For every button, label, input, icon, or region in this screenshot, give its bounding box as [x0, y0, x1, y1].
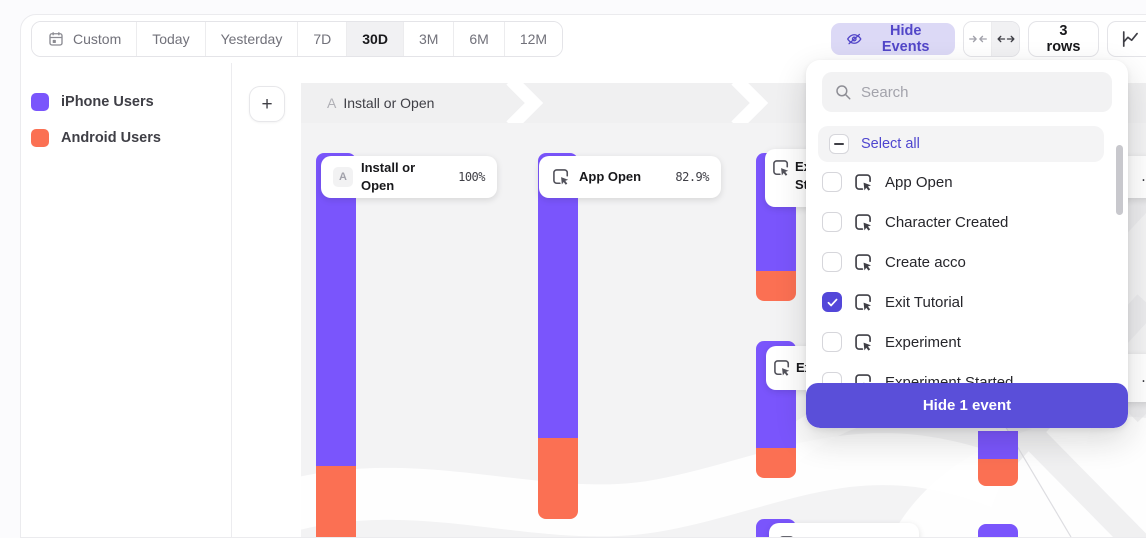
funnel-bar-step1[interactable]: [316, 153, 356, 537]
legend: iPhone Users Android Users: [21, 63, 231, 537]
line-chart-icon: [1120, 29, 1140, 49]
event-icon: [853, 292, 874, 313]
event-option-row[interactable]: Experiment: [806, 322, 1128, 362]
legend-label: iPhone Users: [61, 94, 154, 110]
dropdown-scrollbar[interactable]: [1116, 145, 1123, 215]
event-label: Exit Tutorial: [885, 294, 963, 311]
event-icon: [771, 158, 791, 178]
eye-off-icon: [846, 29, 862, 49]
step-card-row3[interactable]: [769, 523, 919, 537]
event-label: Character Created: [885, 214, 1008, 231]
step-conversion: .7%: [1140, 170, 1146, 184]
step-name: Install or Open: [361, 159, 450, 194]
check-icon: [826, 296, 839, 309]
legend-label: Android Users: [61, 130, 161, 146]
iphone-color-swatch: [31, 93, 49, 111]
expand-arrows-icon: [997, 33, 1015, 45]
date-range-option[interactable]: 3M: [404, 22, 454, 56]
search-icon: [834, 83, 852, 101]
search-input[interactable]: [861, 84, 1100, 101]
event-label: Create acco: [885, 254, 966, 271]
collapse-arrows-icon: [969, 33, 987, 45]
rows-count-button[interactable]: 3 rows: [1028, 21, 1099, 57]
event-option-row[interactable]: App Open: [806, 162, 1128, 202]
legend-item-android: Android Users: [31, 127, 231, 149]
event-icon: [853, 252, 874, 273]
step-conversion: .7%: [1140, 371, 1146, 385]
date-range-option[interactable]: 6M: [454, 22, 504, 56]
event-checkbox[interactable]: [822, 212, 842, 232]
funnel-bar-step4-row3[interactable]: [978, 524, 1018, 537]
event-option-row[interactable]: Character Created: [806, 202, 1128, 242]
step-band-label: A Install or Open: [327, 83, 434, 123]
toolbar-right: Hide Events 3 rows U: [831, 21, 1146, 57]
funnel-bar-step4-row2[interactable]: [978, 431, 1018, 486]
event-option-row[interactable]: Exit Tutorial: [806, 282, 1128, 322]
hide-event-action-button[interactable]: Hide 1 event: [806, 383, 1128, 428]
select-all-checkbox[interactable]: [829, 134, 849, 154]
date-range-option[interactable]: Today: [137, 22, 205, 56]
event-list: App Open Character Created: [806, 162, 1128, 402]
event-icon: [853, 212, 874, 233]
legend-item-iphone: iPhone Users: [31, 91, 231, 113]
collapse-columns-button[interactable]: [964, 22, 992, 56]
step-card-app-open[interactable]: App Open 82.9%: [539, 156, 721, 198]
date-range-control: Custom Today: [31, 21, 563, 57]
event-option-row[interactable]: Create acco: [806, 242, 1128, 282]
event-icon: [772, 358, 792, 378]
date-range-option[interactable]: 30D: [347, 22, 404, 56]
date-range-option[interactable]: Yesterday: [206, 22, 299, 56]
step-card-install-or-open[interactable]: A Install or Open 100%: [321, 156, 497, 198]
search-box[interactable]: [822, 72, 1112, 112]
select-all-row[interactable]: Select all: [818, 126, 1104, 162]
event-checkbox[interactable]: [822, 252, 842, 272]
date-range-option[interactable]: 12M: [505, 22, 562, 56]
event-checkbox[interactable]: [822, 292, 842, 312]
step-conversion: 82.9%: [675, 170, 709, 184]
event-icon: [853, 332, 874, 353]
users-metric-button[interactable]: U: [1107, 21, 1146, 57]
toolbar: Custom Today: [21, 15, 1146, 63]
event-icon: [551, 167, 571, 187]
select-all-label: Select all: [861, 136, 920, 152]
expand-columns-button[interactable]: [991, 22, 1019, 56]
calendar-icon: [47, 30, 65, 48]
step-name: App Open: [579, 168, 641, 186]
event-label: App Open: [885, 174, 953, 191]
event-label: Experiment: [885, 334, 961, 351]
date-range-option[interactable]: 7D: [298, 22, 347, 56]
date-range-option[interactable]: Custom: [32, 22, 137, 56]
hide-events-button[interactable]: Hide Events: [831, 23, 955, 55]
step-conversion: 100%: [458, 170, 485, 184]
add-step-button[interactable]: +: [249, 86, 285, 122]
event-checkbox[interactable]: [822, 332, 842, 352]
step-letter-badge: A: [333, 167, 353, 187]
android-color-swatch: [31, 129, 49, 147]
event-checkbox[interactable]: [822, 172, 842, 192]
width-toggle-control: [963, 21, 1020, 57]
funnel-bar-step2[interactable]: [538, 153, 578, 519]
events-dropdown: Select all App Open: [806, 60, 1128, 428]
event-icon: [853, 172, 874, 193]
